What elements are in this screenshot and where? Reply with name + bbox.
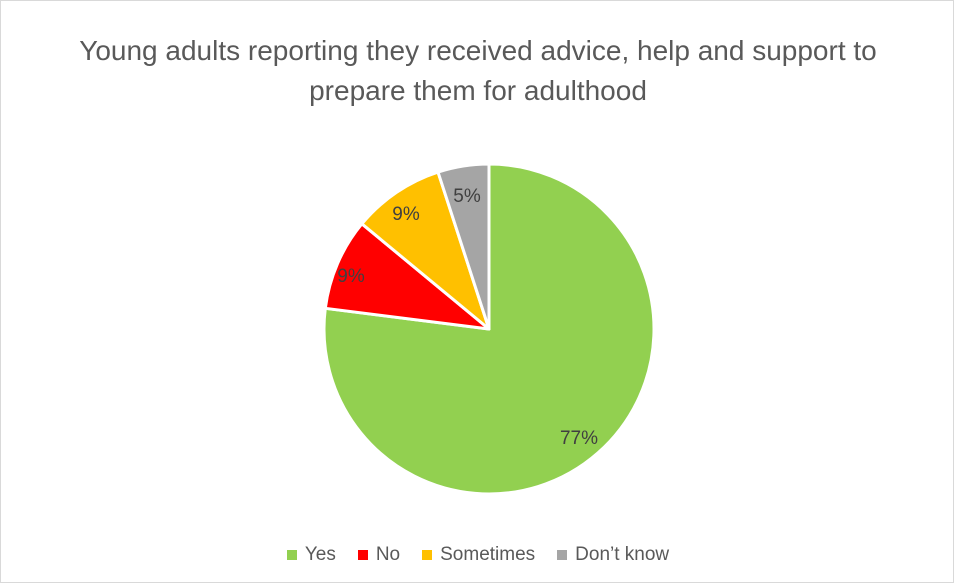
data-label-no: 9% <box>337 266 365 287</box>
pie-slice-don-t-know <box>436 162 491 331</box>
chart-title: Young adults reporting they received adv… <box>1 31 954 111</box>
legend-item-yes: Yes <box>286 544 336 566</box>
legend-swatch <box>557 550 568 560</box>
legend-swatch <box>357 550 368 560</box>
chart-legend: Yes No Sometimes Don’t know <box>1 544 954 566</box>
legend-label: Sometimes <box>440 544 536 565</box>
chart-title-line-1: Young adults reporting they received adv… <box>79 35 877 66</box>
data-label-sometimes: 9% <box>392 204 420 225</box>
pie-data-labels: 77% 9% 9% 5% <box>337 186 598 449</box>
legend-item-sometimes: Sometimes <box>422 544 535 566</box>
legend-label: Don’t know <box>575 544 670 565</box>
legend-label: No <box>375 544 401 565</box>
data-label-yes: 77% <box>560 428 598 449</box>
legend-item-don-t-know: Don’t know <box>557 544 669 566</box>
legend-swatch <box>422 550 433 560</box>
pie-slice-sometimes <box>360 170 491 331</box>
pie-slice-yes <box>322 162 656 496</box>
pie-slices <box>322 162 656 496</box>
legend-label: Yes <box>304 544 336 565</box>
legend-swatch <box>286 550 297 560</box>
pie-slice-no <box>323 222 491 331</box>
chart-title-line-2: prepare them for adulthood <box>309 75 647 106</box>
legend-item-no: No <box>357 544 401 566</box>
data-label-don-t-know: 5% <box>453 186 481 207</box>
